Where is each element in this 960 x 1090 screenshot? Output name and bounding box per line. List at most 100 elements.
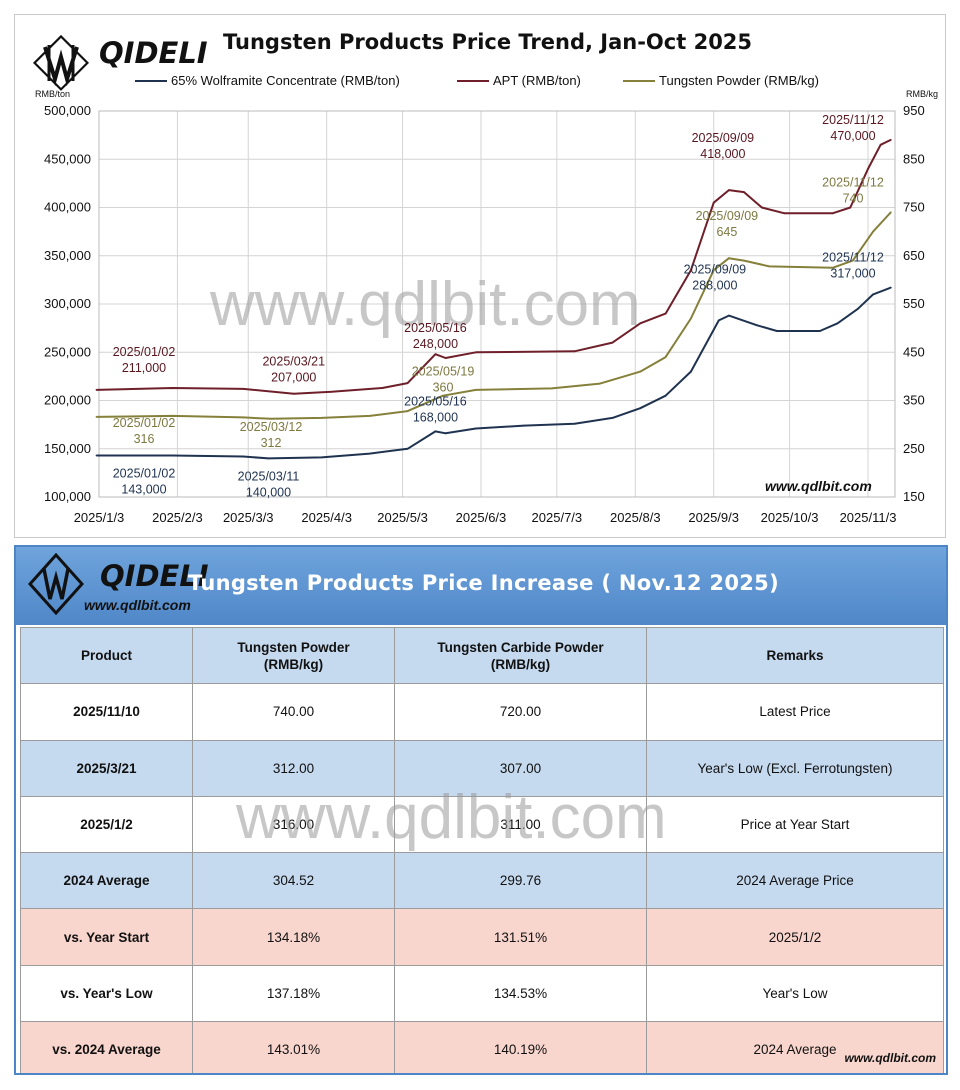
table-row: 2025/11/10 740.00 720.00 Latest Price (20, 683, 944, 741)
right-unit-label: RMB/kg (906, 89, 938, 99)
y-right-tick-label: 450 (903, 344, 925, 359)
data-point-apt (728, 189, 730, 192)
annotation-date: 2025/05/19 (412, 365, 475, 379)
data-point-powder (712, 269, 715, 272)
data-point-powder (270, 417, 272, 420)
data-point-apt (292, 392, 295, 395)
x-tick-label: 2025/11/3 (840, 510, 897, 525)
y-right-tick-label: 750 (903, 200, 925, 215)
annotation-date: 2025/01/02 (113, 345, 176, 359)
data-point-powder (639, 370, 642, 373)
annotation-date: 2025/03/11 (238, 469, 300, 483)
data-point-apt (879, 143, 882, 146)
qideli-logo-icon (28, 553, 84, 615)
cell-remarks: Year's Low (Excl. Ferrotungsten) (646, 739, 944, 797)
cell-carbide-powder: 311.00 (394, 795, 647, 854)
data-point-powder (475, 389, 477, 391)
cell-tungsten-powder: 740.00 (192, 683, 395, 741)
x-tick-label: 2025/10/3 (761, 510, 819, 525)
data-point-wolframite (717, 319, 720, 322)
cell-tungsten-powder: 143.01% (192, 1021, 395, 1073)
data-point-powder (550, 387, 553, 390)
data-point-apt (743, 191, 745, 194)
data-point-apt (867, 168, 869, 170)
cell-tungsten-powder: 304.52 (192, 852, 395, 910)
cell-product: 2025/11/10 (20, 683, 193, 741)
data-point-wolframite (755, 324, 758, 327)
chart-corner-url: www.qdlbit.com (765, 478, 872, 494)
data-point-powder (664, 356, 667, 358)
cell-remarks: 2025/1/2 (646, 908, 944, 966)
cell-carbide-powder: 131.51% (394, 908, 647, 966)
cell-tungsten-powder: 316.00 (192, 795, 395, 854)
table-title: Tungsten Products Price Increase ( Nov.1… (188, 571, 779, 595)
data-point-wolframite (889, 286, 892, 289)
cell-tungsten-powder: 312.00 (192, 739, 395, 797)
x-tick-label: 2025/3/3 (223, 510, 274, 525)
cell-carbide-powder: 307.00 (394, 739, 647, 797)
cell-remarks: Year's Low (646, 964, 944, 1023)
data-point-apt (330, 390, 333, 393)
col-header-product: Product (20, 626, 193, 685)
x-tick-label: 2025/4/3 (301, 510, 352, 525)
cell-product: 2025/1/2 (20, 795, 193, 854)
left-unit-label: RMB/ton (35, 89, 70, 99)
data-point-wolframite (95, 454, 98, 457)
y-right-tick-label: 850 (903, 151, 925, 166)
cell-remarks: 2024 Average (646, 1021, 944, 1073)
series-line-powder (96, 211, 892, 420)
data-point-powder (368, 415, 371, 417)
qideli-logo-icon (32, 34, 90, 91)
table-footer-url: www.qdlbit.com (844, 1051, 936, 1065)
data-point-wolframite (776, 330, 778, 332)
annotation-value: 418,000 (700, 147, 745, 161)
data-point-wolframite (368, 452, 371, 455)
data-point-wolframite (857, 307, 859, 310)
annotation-value: 143,000 (121, 483, 166, 497)
data-point-apt (639, 322, 642, 325)
data-point-apt (444, 357, 447, 359)
cell-tungsten-powder: 137.18% (192, 964, 395, 1023)
data-point-wolframite (242, 455, 245, 458)
price-increase-table: Product Tungsten Powder (RMB/kg) Tungste… (20, 626, 944, 1073)
data-point-powder (320, 417, 323, 419)
table-row: vs. Year Start 134.18% 131.51% 2025/1/2 (20, 908, 944, 966)
data-point-apt (611, 341, 614, 344)
annotation-date: 2025/09/09 (684, 263, 747, 277)
annotation-date: 2025/01/02 (113, 467, 176, 481)
y-left-tick-label: 500,000 (44, 103, 91, 118)
data-point-apt (475, 351, 477, 354)
annotation-date: 2025/05/16 (404, 394, 467, 408)
table-row: 2025/1/2 316.00 311.00 Price at Year Start (20, 795, 944, 854)
annotation-value: 248,000 (413, 337, 458, 351)
annotation-value: 207,000 (271, 371, 316, 385)
data-point-apt (831, 212, 834, 215)
x-tick-label: 2025/8/3 (610, 510, 661, 525)
data-point-powder (599, 382, 601, 385)
price-trend-chart: QIDELI RMB/ton RMB/kg Tungsten Products … (14, 14, 946, 538)
series-lines (95, 138, 892, 460)
data-point-powder (242, 416, 245, 419)
annotation-value: 645 (716, 225, 737, 239)
price-increase-table-panel: QIDELI www.qdlbit.com Tungsten Products … (14, 545, 948, 1075)
annotation-date: 2025/05/16 (404, 321, 467, 335)
x-tick-label: 2025/9/3 (688, 510, 739, 525)
data-point-powder (690, 317, 692, 320)
x-tick-label: 2025/5/3 (377, 510, 428, 525)
cell-product: vs. Year's Low (20, 964, 193, 1023)
table-header-banner: QIDELI www.qdlbit.com Tungsten Products … (16, 547, 946, 625)
annotation-date: 2025/03/12 (240, 420, 303, 434)
data-point-wolframite (872, 293, 874, 296)
data-point-wolframite (690, 370, 692, 373)
data-point-apt (171, 387, 174, 389)
data-point-wolframite (475, 427, 477, 430)
y-right-tick-label: 150 (903, 489, 925, 504)
data-point-wolframite (819, 330, 821, 332)
chart-title: Tungsten Products Price Trend, Jan-Oct 2… (223, 30, 752, 54)
annotation-value: 316 (134, 432, 155, 446)
data-point-powder (851, 259, 854, 262)
annotation-value: 288,000 (692, 279, 737, 293)
table-header-row: Product Tungsten Powder (RMB/kg) Tungste… (20, 626, 944, 685)
data-point-wolframite (171, 454, 174, 457)
annotation-value: 360 (433, 381, 454, 395)
